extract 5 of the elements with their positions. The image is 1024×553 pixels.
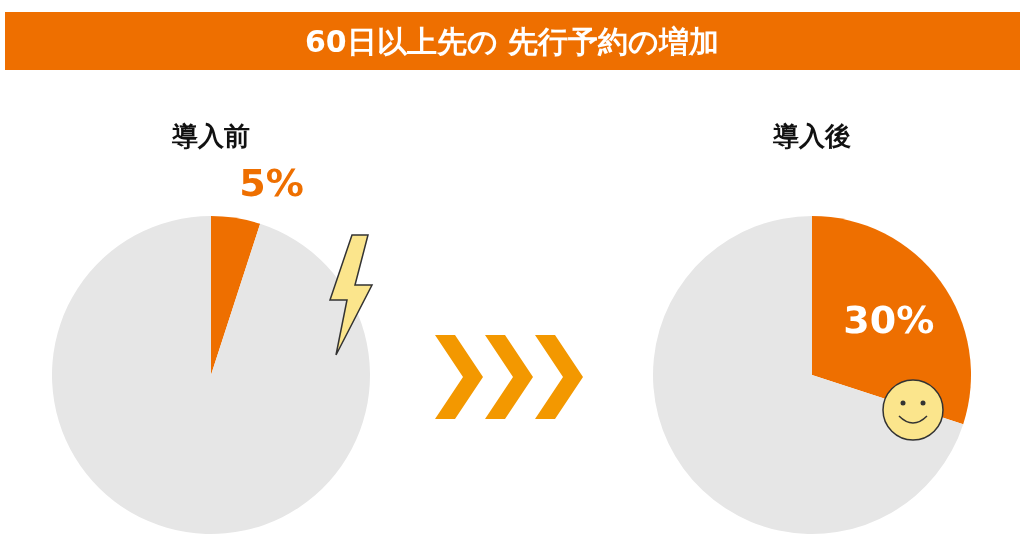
chart-subtitle: 導入後: [772, 121, 851, 151]
data-label: 30%: [843, 298, 935, 343]
text: 60日以上先の 先行予約の増加: [304, 24, 720, 59]
chart-subtitle: 導入前: [171, 121, 250, 151]
data-label: 5%: [239, 161, 304, 206]
